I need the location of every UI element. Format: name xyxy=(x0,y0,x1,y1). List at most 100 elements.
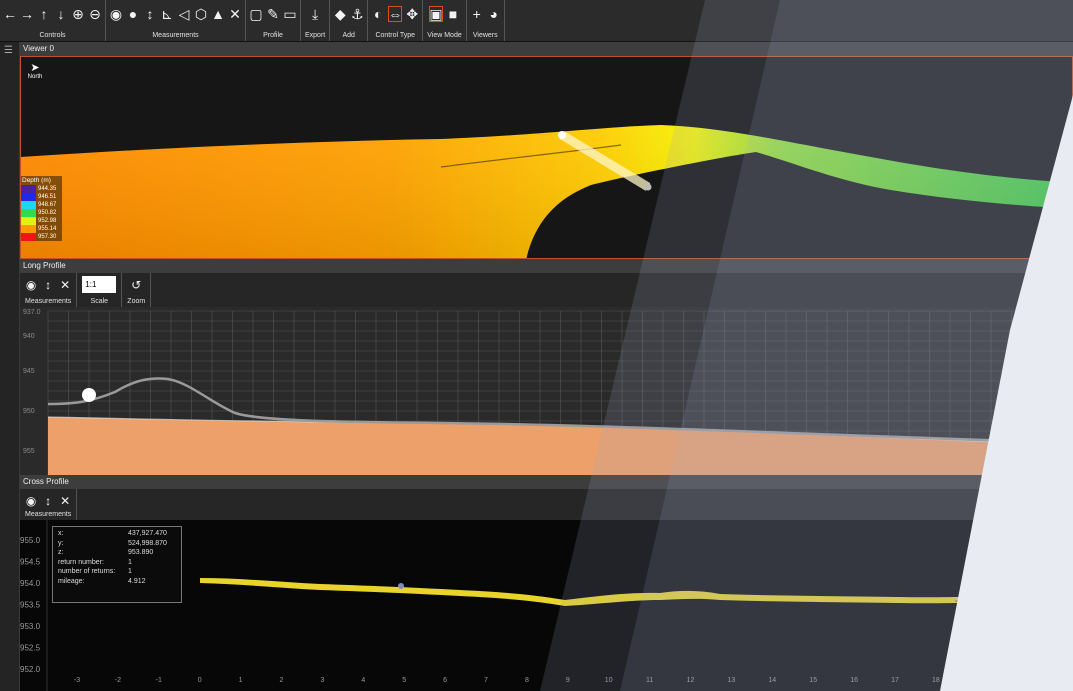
long-profile-chart[interactable]: 937.0 940 945 950 955 xyxy=(20,307,1073,475)
legend-entry: 948.67 xyxy=(21,201,62,209)
cross-measurements-group: ◉ ↕ ✕ Measurements xyxy=(20,489,78,520)
layers-icon[interactable]: ☰ xyxy=(4,45,13,56)
cross-profile-x-tick: 5 xyxy=(402,677,406,684)
toolbar-tool-icon[interactable]: ⊖ xyxy=(89,6,101,22)
toolbar-tool-icon[interactable]: ← xyxy=(3,6,17,22)
cross-profile-y-tick: 954.5 xyxy=(20,558,41,567)
long-profile-cursor xyxy=(82,388,96,402)
toolbar-tool-icon[interactable]: ◉ xyxy=(109,6,123,22)
legend-entry: 950.82 xyxy=(21,209,62,217)
toolbar-tool-icon[interactable]: ↓ xyxy=(57,6,65,22)
legend-swatch xyxy=(21,225,36,233)
legend-swatch xyxy=(21,201,36,209)
left-gutter: ☰ xyxy=(0,42,20,691)
toolbar-tool-icon[interactable]: ▢ xyxy=(249,6,263,22)
toolbar-tool-icon[interactable]: ◁ xyxy=(178,6,190,22)
cross-profile-x-tick: -1 xyxy=(156,677,162,684)
cross-profile-x-tick: 16 xyxy=(850,677,858,684)
toolbar-tool-icon[interactable]: + xyxy=(472,6,481,22)
toolbar-tool-icon[interactable]: ⇔ xyxy=(388,6,403,22)
toolbar-tool-icon[interactable]: ⤓ xyxy=(312,6,319,22)
toolbar-group-view-mode: ▣ ■ View Mode xyxy=(423,0,467,41)
toolbar-group-viewers: + ◕ Viewers xyxy=(467,0,505,41)
toolbar-tool-icon[interactable]: ■ xyxy=(448,6,458,22)
long-profile-fill xyxy=(48,417,1073,475)
viewer-header: Viewer 0 xyxy=(20,42,1073,56)
cross-measure-point-icon[interactable]: ◉ xyxy=(25,494,37,508)
cross-profile-chart[interactable]: 955.0 954.5 954.0 953.5 953.0 952.5 952.0 -3 -2… xyxy=(20,520,1073,691)
legend-value: 948.67 xyxy=(38,202,57,208)
cross-profile-x-tick: 12 xyxy=(687,677,695,684)
info-value: 1 xyxy=(128,558,132,566)
toolbar-tool-icon[interactable]: ◆ xyxy=(334,6,346,22)
point-info-box: x: 437,927.470 y: 524,998.870 z: 953.890 retur… xyxy=(52,526,182,603)
toolbar-tool-icon[interactable]: ↑ xyxy=(40,6,48,22)
cross-profile-x-tick: 7 xyxy=(484,677,488,684)
cross-profile-points xyxy=(200,578,1073,606)
viewer-3d[interactable]: ➤ North Depth (m) 944.35 946.51 948.67 950.… xyxy=(20,56,1073,259)
long-profile-surface-line xyxy=(47,377,1073,445)
long-profile-y-tick: 955 xyxy=(23,448,35,455)
toolbar-group-label: Export xyxy=(305,32,326,39)
scale-group: Scale xyxy=(77,273,123,307)
north-arrow-icon: ➤ xyxy=(30,62,40,74)
cross-profile-header: Cross Profile xyxy=(20,475,1073,489)
toolbar-tool-icon[interactable]: ▭ xyxy=(283,6,297,22)
measure-height-icon[interactable]: ↕ xyxy=(45,278,52,292)
legend-entry: 957.30 xyxy=(21,233,62,241)
long-profile-title: Long Profile xyxy=(23,261,66,270)
toolbar-tool-icon[interactable]: → xyxy=(20,6,34,22)
cross-profile-y-tick: 952.5 xyxy=(20,644,41,653)
toolbar-tool-icon[interactable]: ⊕ xyxy=(72,6,84,22)
toolbar-tool-icon[interactable]: ▲ xyxy=(211,6,225,22)
toolbar-group-label: View Mode xyxy=(427,32,462,39)
toolbar-tool-icon[interactable]: ◕ xyxy=(489,6,498,22)
toolbar-tool-icon[interactable]: ▣ xyxy=(428,6,443,22)
clear-measurements-icon[interactable]: ✕ xyxy=(60,278,71,292)
north-label: North xyxy=(27,74,43,80)
cross-measure-height-icon[interactable]: ↕ xyxy=(45,494,52,508)
profile-line xyxy=(559,131,651,191)
legend-swatch xyxy=(21,233,36,241)
toolbar-tool-icon[interactable]: ◐ xyxy=(374,6,383,22)
cross-profile-x-tick: 8 xyxy=(525,677,529,684)
toolbar-tool-icon[interactable]: ⊾ xyxy=(161,6,173,22)
cross-profile-x-tick: 4 xyxy=(361,677,365,684)
cross-profile-x-tick: 3 xyxy=(320,677,324,684)
scale-input[interactable] xyxy=(82,276,117,293)
toolbar-tool-icon[interactable]: ⬡ xyxy=(194,6,208,22)
toolbar-group-controls: ← → ↑ ↓ ⊕ ⊖ Controls xyxy=(0,0,106,41)
toolbar-tool-icon[interactable]: ✎ xyxy=(267,6,279,22)
legend-entry: 944.35 xyxy=(21,185,62,193)
cross-profile-x-tick: 9 xyxy=(566,677,570,684)
cross-profile-x-tick: -3 xyxy=(74,677,80,684)
cross-profile-x-tick: 13 xyxy=(728,677,736,684)
cross-profile-x-tick: 15 xyxy=(809,677,817,684)
reset-zoom-icon[interactable]: ↺ xyxy=(131,278,142,292)
info-row: y: 524,998.870 xyxy=(58,540,176,550)
toolbar-group-control-type: ◐ ⇔ ✥ Control Type xyxy=(368,0,424,41)
legend-value: 952.98 xyxy=(38,218,57,224)
toolbar-tool-icon[interactable]: ● xyxy=(128,6,138,22)
info-row: x: 437,927.470 xyxy=(58,530,176,540)
toolbar-tool-icon[interactable]: ✕ xyxy=(229,6,241,22)
long-profile-header: Long Profile xyxy=(20,259,1073,273)
cross-profile-x-tick: 6 xyxy=(443,677,447,684)
info-key: return number: xyxy=(58,558,104,566)
cross-profile-x-tick: 18 xyxy=(932,677,940,684)
info-value: 437,927.470 xyxy=(128,530,167,537)
toolbar-group-label: Controls xyxy=(39,32,66,39)
cross-clear-icon[interactable]: ✕ xyxy=(60,494,71,508)
toolbar-tool-icon[interactable]: ✥ xyxy=(406,6,419,22)
long-profile-y-tick: 945 xyxy=(23,368,35,375)
north-indicator[interactable]: ➤ North xyxy=(24,62,46,81)
measure-point-icon[interactable]: ◉ xyxy=(25,278,37,292)
toolbar-tool-icon[interactable]: ↕ xyxy=(146,6,154,22)
toolbar-group-add: ◆ ⚓ Add xyxy=(330,0,369,41)
depth-legend: Depth (m) 944.35 946.51 948.67 950.82 952.98… xyxy=(21,176,62,241)
legend-value: 944.35 xyxy=(38,186,57,192)
toolbar-group-measurements: ◉ ● ↕ ⊾ ◁ ⬡ ▲ ✕ Measurements xyxy=(106,0,246,41)
toolbar-tool-icon[interactable]: ⚓ xyxy=(350,6,364,22)
profile-start-handle xyxy=(558,131,566,139)
info-value: 1 xyxy=(128,568,132,576)
